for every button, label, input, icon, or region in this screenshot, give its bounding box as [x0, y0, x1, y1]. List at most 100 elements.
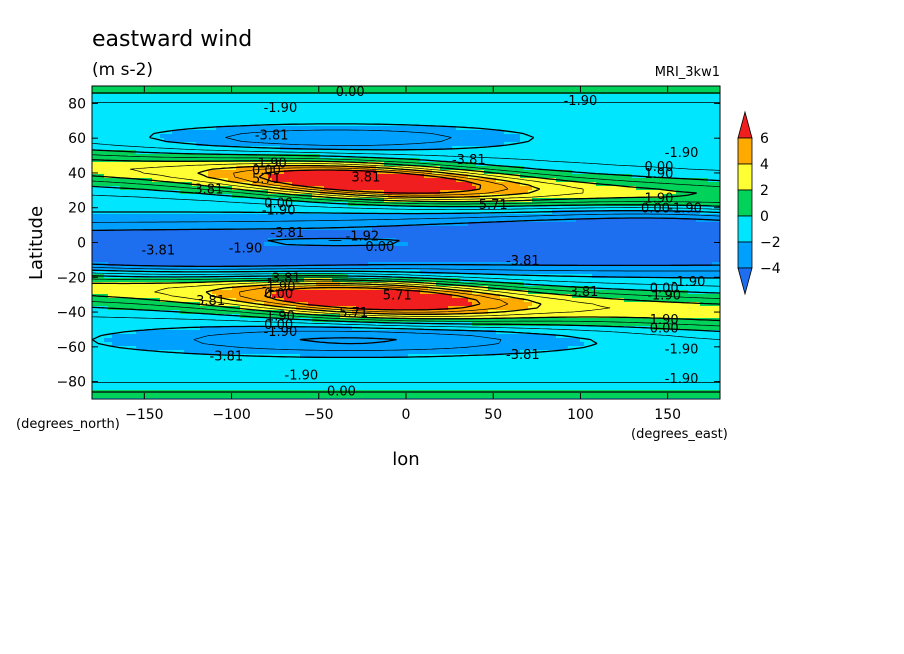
field-cell [172, 366, 177, 371]
field-cell [100, 190, 105, 195]
field-cell [132, 218, 137, 223]
field-cell [132, 378, 137, 383]
field-cell [100, 242, 105, 247]
field-cell [120, 378, 125, 383]
field-cell [260, 102, 265, 107]
field-cell [188, 298, 193, 303]
field-cell [92, 366, 97, 371]
field-cell [164, 298, 169, 303]
field-cell [128, 110, 133, 115]
field-cell [160, 294, 165, 299]
field-cell [140, 238, 145, 243]
field-cell [232, 166, 237, 171]
field-cell [248, 110, 253, 115]
field-cell [104, 358, 109, 363]
field-cell [136, 258, 141, 263]
field-cell [188, 238, 193, 243]
field-cell [292, 350, 297, 355]
field-cell [280, 358, 285, 363]
field-cell [184, 86, 189, 91]
field-cell [308, 214, 313, 219]
field-cell [236, 334, 241, 339]
field-cell [228, 366, 233, 371]
field-cell [328, 298, 333, 303]
field-cell [120, 110, 125, 115]
field-cell [156, 114, 161, 119]
field-cell [236, 342, 241, 347]
field-cell [212, 98, 217, 103]
field-cell [308, 126, 313, 131]
field-cell [100, 218, 105, 223]
field-cell [340, 174, 345, 179]
field-cell [100, 330, 105, 335]
field-cell [320, 294, 325, 299]
field-cell [248, 238, 253, 243]
field-cell [236, 362, 241, 367]
field-cell [116, 102, 121, 107]
field-cell [208, 294, 213, 299]
field-cell [100, 266, 105, 271]
field-cell [232, 394, 237, 399]
field-cell [308, 250, 313, 255]
field-cell [244, 130, 249, 135]
field-cell [128, 334, 133, 339]
field-cell [92, 374, 97, 379]
field-cell [108, 146, 113, 151]
field-cell [176, 182, 181, 187]
field-cell [164, 318, 169, 323]
field-cell [252, 378, 257, 383]
field-cell [260, 122, 265, 127]
field-cell [196, 318, 201, 323]
field-cell [164, 378, 169, 383]
field-cell [212, 310, 217, 315]
field-cell [248, 190, 253, 195]
field-cell [96, 302, 101, 307]
field-cell [136, 246, 141, 251]
field-cell [332, 366, 337, 371]
field-cell [92, 306, 97, 311]
field-cell [144, 270, 149, 275]
field-cell [96, 218, 101, 223]
field-cell [212, 346, 217, 351]
field-cell [116, 142, 121, 147]
field-cell [200, 150, 205, 155]
field-cell [120, 246, 125, 251]
field-cell [148, 166, 153, 171]
field-cell [284, 86, 289, 91]
field-cell [188, 130, 193, 135]
field-cell [184, 262, 189, 267]
field-cell [128, 106, 133, 111]
field-cell [120, 358, 125, 363]
field-cell [108, 322, 113, 327]
field-cell [136, 270, 141, 275]
field-cell [232, 122, 237, 127]
field-cell [208, 146, 213, 151]
field-cell [168, 314, 173, 319]
field-cell [252, 226, 257, 231]
field-cell [184, 354, 189, 359]
field-cell [276, 366, 281, 371]
field-cell [192, 374, 197, 379]
field-cell [132, 146, 137, 151]
field-cell [200, 250, 205, 255]
field-cell [300, 290, 305, 295]
field-cell [236, 378, 241, 383]
field-cell [148, 386, 153, 391]
field-cell [324, 130, 329, 135]
field-cell [224, 122, 229, 127]
field-cell [328, 294, 333, 299]
field-cell [180, 382, 185, 387]
field-cell [152, 246, 157, 251]
field-cell [220, 190, 225, 195]
field-cell [288, 138, 293, 143]
field-cell [168, 110, 173, 115]
field-cell [100, 198, 105, 203]
field-cell [124, 214, 129, 219]
field-cell [148, 318, 153, 323]
field-cell [152, 142, 157, 147]
field-cell [304, 110, 309, 115]
field-cell [160, 134, 165, 139]
field-cell [308, 298, 313, 303]
field-cell [260, 334, 265, 339]
field-cell [312, 114, 317, 119]
